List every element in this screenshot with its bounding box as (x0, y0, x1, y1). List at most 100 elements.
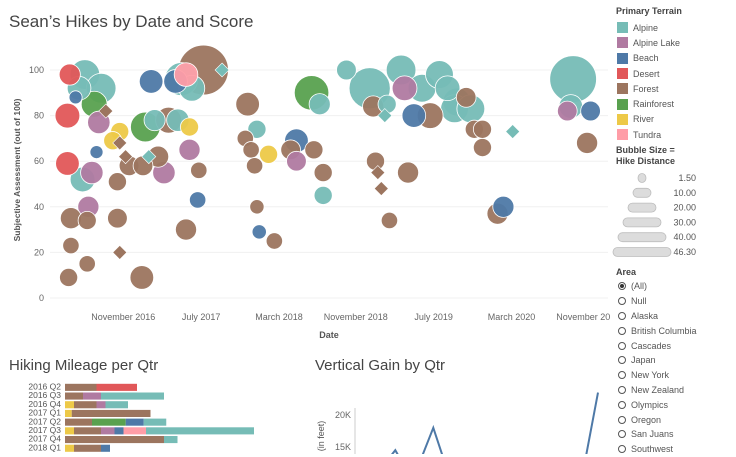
mileage-bar-segment[interactable] (114, 427, 124, 435)
mileage-bar-segment[interactable] (146, 427, 254, 435)
scatter-point[interactable] (190, 161, 208, 179)
terrain-legend-item[interactable]: Forest (617, 81, 732, 96)
mileage-bar-segment[interactable] (92, 418, 126, 426)
scatter-point-diamond[interactable] (214, 62, 230, 78)
area-filter-option[interactable]: New York (618, 368, 733, 383)
radio-selected-icon[interactable] (618, 282, 626, 291)
area-filter-option[interactable]: Alaska (618, 309, 733, 324)
mileage-bar-segment[interactable] (65, 427, 74, 435)
mileage-bar-segment[interactable] (65, 418, 92, 426)
scatter-point[interactable] (434, 75, 461, 102)
scatter-point-diamond[interactable] (370, 165, 386, 181)
radio-icon[interactable] (618, 371, 626, 380)
scatter-point-diamond[interactable] (112, 135, 128, 151)
area-filter-option[interactable]: Japan (618, 353, 733, 368)
scatter-point[interactable] (259, 144, 279, 164)
scatter-point[interactable] (89, 145, 104, 160)
scatter-point[interactable] (143, 109, 166, 132)
scatter-point[interactable] (189, 191, 207, 209)
area-filter-option[interactable]: Cascades (618, 338, 733, 353)
mileage-bar-segment[interactable] (65, 444, 74, 452)
area-filter-option[interactable]: Olympics (618, 397, 733, 412)
radio-icon[interactable] (618, 385, 626, 394)
scatter-point[interactable] (178, 138, 201, 161)
scatter-point[interactable] (251, 224, 267, 240)
mileage-bar-segment[interactable] (101, 392, 164, 400)
mileage-bar-segment[interactable] (65, 392, 83, 400)
scatter-point[interactable] (78, 255, 96, 273)
scatter-point[interactable] (397, 161, 420, 184)
scatter-point-diamond[interactable] (118, 149, 133, 165)
scatter-point[interactable] (235, 91, 260, 117)
terrain-legend-item[interactable]: Rainforest (617, 96, 732, 111)
scatter-point[interactable] (557, 100, 578, 122)
scatter-point[interactable] (55, 151, 80, 176)
scatter-point-diamond[interactable] (377, 108, 393, 124)
mileage-bar-segment[interactable] (105, 401, 129, 409)
area-filter-option[interactable]: Null (618, 294, 733, 309)
terrain-legend-item[interactable]: Tundra (617, 127, 732, 142)
mileage-bar-segment[interactable] (65, 383, 97, 391)
scatter-point[interactable] (286, 150, 307, 172)
mileage-bar-segment[interactable] (83, 392, 101, 400)
scatter-point[interactable] (245, 157, 264, 175)
radio-icon[interactable] (618, 311, 626, 320)
scatter-point[interactable] (576, 131, 599, 154)
area-filter-option[interactable]: British Columbia (618, 323, 733, 338)
radio-icon[interactable] (618, 297, 626, 306)
radio-icon[interactable] (618, 445, 626, 454)
scatter-point[interactable] (179, 117, 199, 137)
scatter-point[interactable] (580, 100, 601, 122)
scatter-point[interactable] (304, 140, 324, 160)
mileage-bar-segment[interactable] (101, 444, 110, 452)
scatter-point[interactable] (59, 267, 79, 287)
scatter-point[interactable] (249, 199, 265, 215)
scatter-point[interactable] (68, 90, 83, 105)
scatter-point-diamond[interactable] (505, 124, 521, 139)
mileage-bar-segment[interactable] (123, 427, 147, 435)
scatter-point[interactable] (265, 232, 283, 250)
radio-icon[interactable] (618, 400, 626, 409)
mileage-bar-segment[interactable] (74, 401, 97, 409)
scatter-point-diamond[interactable] (112, 244, 128, 260)
terrain-legend-item[interactable]: River (617, 112, 732, 127)
scatter-point[interactable] (80, 160, 104, 185)
scatter-point[interactable] (129, 265, 155, 290)
mileage-bar-segment[interactable] (71, 409, 151, 417)
mileage-bar-segment[interactable] (74, 444, 101, 452)
scatter-point[interactable] (242, 141, 260, 159)
scatter-point[interactable] (77, 210, 97, 230)
terrain-legend-item[interactable]: Desert (617, 66, 732, 81)
area-filter-option[interactable]: (All) (618, 279, 733, 294)
area-filter-option[interactable]: Southwest (618, 442, 733, 457)
scatter-point[interactable] (313, 163, 333, 183)
scatter-point[interactable] (472, 119, 492, 139)
mileage-bar-segment[interactable] (74, 427, 101, 435)
scatter-point[interactable] (336, 59, 357, 81)
scatter-point-diamond[interactable] (373, 181, 389, 196)
scatter-point[interactable] (54, 102, 81, 129)
scatter-point[interactable] (107, 207, 128, 229)
scatter-point[interactable] (391, 75, 418, 102)
mileage-bar-segment[interactable] (96, 401, 106, 409)
mileage-bar-segment[interactable] (96, 383, 138, 391)
terrain-legend-item[interactable]: Alpine (617, 20, 732, 35)
mileage-bar-segment[interactable] (125, 418, 144, 426)
area-filter-option[interactable]: San Juans (618, 427, 733, 442)
terrain-legend-item[interactable]: Alpine Lake (617, 35, 732, 50)
terrain-legend-item[interactable]: Beach (617, 51, 732, 66)
mileage-bar-segment[interactable] (65, 436, 164, 444)
scatter-point[interactable] (313, 185, 333, 205)
scatter-point[interactable] (455, 87, 477, 108)
mileage-bar-segment[interactable] (65, 409, 72, 417)
radio-icon[interactable] (618, 326, 626, 335)
mileage-bar-segment[interactable] (65, 401, 74, 409)
scatter-point[interactable] (58, 63, 81, 86)
scatter-point[interactable] (62, 236, 80, 255)
radio-icon[interactable] (618, 341, 626, 350)
scatter-point-diamond[interactable] (98, 103, 114, 119)
mileage-bar-segment[interactable] (164, 436, 178, 444)
scatter-point[interactable] (107, 172, 127, 192)
area-filter-option[interactable]: New Zealand (618, 383, 733, 398)
area-filter-option[interactable]: Oregon (618, 412, 733, 427)
